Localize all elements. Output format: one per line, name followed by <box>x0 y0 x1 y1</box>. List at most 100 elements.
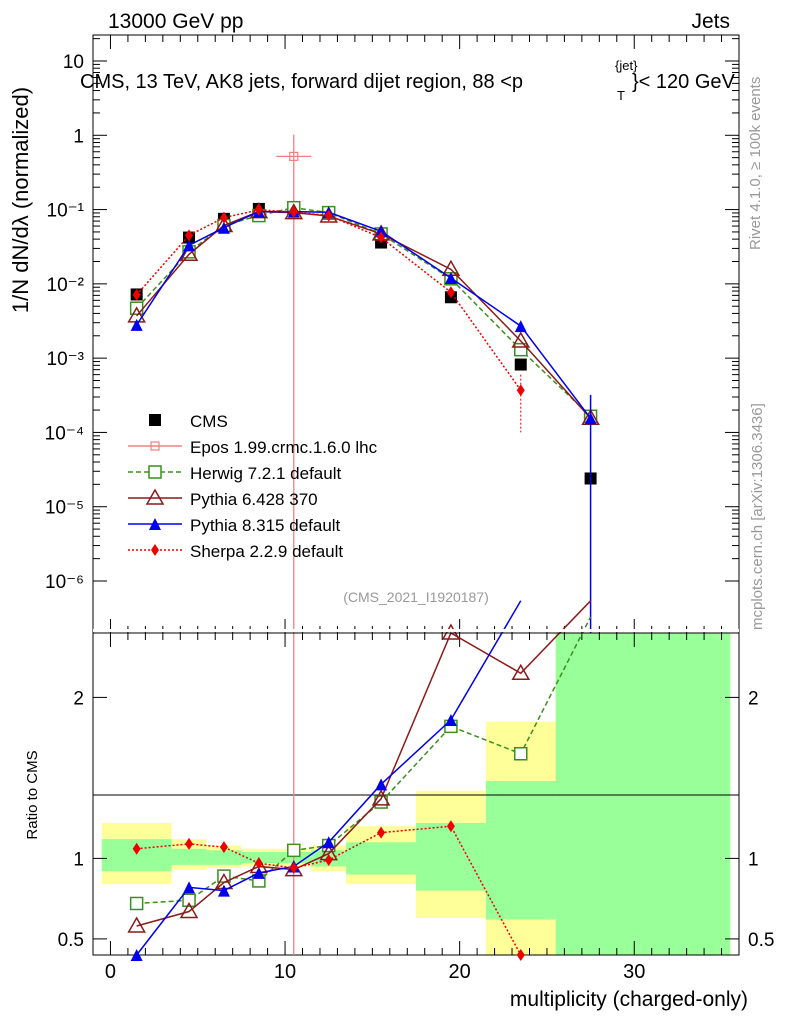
rivet-version-label: Rivet 4.1.0, ≥ 100k events <box>747 77 764 250</box>
y-tick-label-main: 10⁻⁵ <box>45 498 84 519</box>
data-point <box>217 221 230 234</box>
y-tick-label-main: 10⁻¹ <box>47 201 85 222</box>
data-point <box>254 203 263 216</box>
data-point <box>132 288 141 301</box>
y-tick-label-ratio-right: 1 <box>748 849 759 870</box>
legend-entry: CMS <box>149 412 228 431</box>
data-point <box>444 271 457 284</box>
series-line <box>136 206 592 417</box>
legend-label: Sherpa 2.2.9 default <box>190 542 343 561</box>
ratio-point <box>511 663 531 680</box>
ratio-uncertainty-bands <box>101 633 731 955</box>
ratio-point <box>129 896 144 911</box>
axis-ticks: 0 10 20 30 10⁻⁶ 10⁻⁵ 10⁻⁴ 10⁻³ 10⁻² 10⁻¹ 1 10 0.5 0.5… <box>45 35 774 983</box>
legend-entry: Sherpa 2.2.9 default <box>128 542 343 561</box>
legend-label: Pythia 8.315 default <box>190 516 341 535</box>
data-point <box>514 320 527 333</box>
series-5 <box>132 203 525 433</box>
legend-entry: Herwig 7.2.1 default <box>128 464 341 483</box>
series-3 <box>127 202 600 426</box>
ratio-band-green <box>171 848 207 865</box>
y-tick-label-main: 1 <box>73 126 84 147</box>
ratio-series-3 <box>132 820 525 961</box>
legend-marker <box>148 465 162 479</box>
ratio-point <box>183 881 196 894</box>
data-point <box>324 209 333 222</box>
x-axis-label: multiplicity (charged-only) <box>510 988 748 1011</box>
y-tick-label-main: 10⁻² <box>47 275 85 296</box>
ratio-point <box>371 789 391 806</box>
ratio-point <box>324 854 333 867</box>
epos-point <box>289 151 299 161</box>
data-point <box>185 229 194 242</box>
main-y-axis-label: 1/N dN/dλ (normalized) <box>8 87 33 313</box>
plot-title-sub: T <box>617 88 625 103</box>
legend-label: Epos 1.99.crmc.1.6.0 lhc <box>190 438 378 457</box>
ratio-point <box>132 842 141 855</box>
ratio-y-axis-label: Ratio to CMS <box>24 750 41 839</box>
series-1 <box>276 134 312 955</box>
ratio-line <box>136 616 592 905</box>
ratio-point <box>127 916 146 933</box>
y-tick-label-ratio-right: 2 <box>748 688 759 709</box>
series-line <box>136 210 592 419</box>
data-point <box>249 202 269 219</box>
ratio-point <box>185 837 194 850</box>
ratio-point <box>516 949 525 961</box>
ratio-point <box>287 843 301 858</box>
legend-marker-box <box>150 441 160 451</box>
y-tick-label-main: 10 <box>63 52 84 73</box>
data-point <box>377 231 386 244</box>
ratio-point <box>252 866 265 879</box>
ratio-band-green <box>346 842 416 875</box>
plot-title-end: }< 120 GeV <box>632 71 736 93</box>
ratio-point <box>254 857 263 870</box>
ratio-point <box>179 902 199 919</box>
header-left: 13000 GeV pp <box>108 10 243 33</box>
plot-title-main: CMS, 13 TeV, AK8 jets, forward dijet reg… <box>80 71 523 93</box>
series-line <box>136 210 592 419</box>
data-point <box>375 225 388 238</box>
legend-marker <box>149 518 161 530</box>
legend-marker <box>145 488 165 505</box>
data-point <box>219 211 228 224</box>
y-tick-label-main: 10⁻⁴ <box>45 423 84 444</box>
ratio-point <box>377 826 386 839</box>
data-point <box>183 239 196 252</box>
ratio-series-0 <box>129 616 592 911</box>
x-tick-label: 30 <box>623 961 645 983</box>
ratio-series-1 <box>127 600 592 933</box>
y-tick-label-ratio: 2 <box>73 688 84 709</box>
legend-label: Herwig 7.2.1 default <box>190 464 341 483</box>
x-tick-label: 10 <box>274 961 296 983</box>
x-tick-label: 20 <box>449 961 471 983</box>
ratio-point <box>444 713 457 726</box>
ratio-band-green <box>416 822 486 891</box>
y-tick-label-ratio: 0.5 <box>58 930 84 951</box>
mcplots-label: mcplots.cern.ch [arXiv:1306.3436] <box>749 403 766 630</box>
ratio-series <box>93 600 739 961</box>
ratio-point <box>446 820 455 833</box>
header-right: Jets <box>691 10 730 33</box>
ratio-band-green <box>206 850 242 865</box>
ratio-line <box>136 600 592 927</box>
legend-label: Pythia 6.428 370 <box>190 490 318 509</box>
ratio-point <box>322 836 335 849</box>
ratio-point <box>514 747 528 761</box>
data-point <box>516 384 525 397</box>
legend-label: CMS <box>190 412 228 431</box>
legend-marker <box>150 441 160 451</box>
epos-point-box <box>289 151 299 161</box>
y-tick-label-ratio-right: 0.5 <box>748 930 774 951</box>
main-series <box>127 134 600 955</box>
data-point <box>514 358 527 371</box>
analysis-id: (CMS_2021_I1920187) <box>343 589 489 605</box>
data-point <box>130 318 143 331</box>
ratio-band-green <box>485 781 556 920</box>
series-4 <box>130 205 597 633</box>
ratio-band-green <box>555 633 731 955</box>
ratio-point <box>289 862 298 875</box>
ratio-point <box>130 949 143 961</box>
legend-marker <box>151 544 159 556</box>
